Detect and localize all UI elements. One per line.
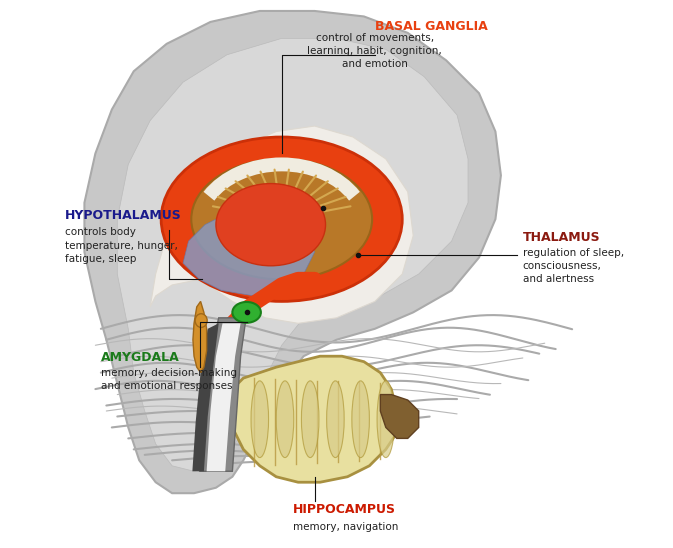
Polygon shape <box>192 323 219 471</box>
Polygon shape <box>232 356 397 482</box>
Text: HIPPOCAMPUS: HIPPOCAMPUS <box>293 503 396 516</box>
Text: HYPOTHALAMUS: HYPOTHALAMUS <box>65 209 182 222</box>
Ellipse shape <box>326 381 344 458</box>
Polygon shape <box>380 395 419 438</box>
Ellipse shape <box>216 184 326 266</box>
Text: control of movements,
learning, habit, cognition,
and emotion: control of movements, learning, habit, c… <box>308 33 442 69</box>
Ellipse shape <box>191 159 372 279</box>
Ellipse shape <box>352 381 369 458</box>
Ellipse shape <box>251 381 269 458</box>
Ellipse shape <box>302 381 319 458</box>
Ellipse shape <box>377 381 394 458</box>
Polygon shape <box>193 301 207 373</box>
Ellipse shape <box>232 302 261 323</box>
Polygon shape <box>84 11 501 493</box>
Text: regulation of sleep,
consciousness,
and alertness: regulation of sleep, consciousness, and … <box>523 248 624 284</box>
Polygon shape <box>183 208 314 296</box>
Polygon shape <box>117 38 468 471</box>
Text: THALAMUS: THALAMUS <box>523 231 600 244</box>
Ellipse shape <box>276 381 293 458</box>
Text: memory, navigation: memory, navigation <box>293 522 398 532</box>
Ellipse shape <box>195 313 207 328</box>
Ellipse shape <box>161 137 402 301</box>
Text: memory, decision-making
and emotional responses: memory, decision-making and emotional re… <box>101 368 237 391</box>
Text: AMYGDALA: AMYGDALA <box>101 351 180 364</box>
Text: BASAL GANGLIA: BASAL GANGLIA <box>375 20 488 33</box>
Text: controls body
temperature, hunger,
fatigue, sleep: controls body temperature, hunger, fatig… <box>65 227 178 264</box>
Polygon shape <box>150 126 413 323</box>
Polygon shape <box>207 323 241 471</box>
Polygon shape <box>199 318 246 471</box>
